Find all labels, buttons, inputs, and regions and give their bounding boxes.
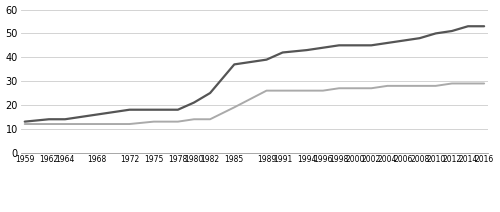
Total of parties bbox=[207, 92, 213, 94]
Total of Consultative parties bbox=[416, 85, 422, 87]
Total of parties bbox=[433, 32, 439, 35]
Total of parties bbox=[384, 42, 390, 44]
Total of Consultative parties bbox=[304, 89, 310, 92]
Total of parties bbox=[126, 109, 132, 111]
Total of Consultative parties bbox=[433, 85, 439, 87]
Total of Consultative parties bbox=[352, 87, 358, 89]
Total of parties bbox=[336, 44, 342, 47]
Total of parties bbox=[46, 118, 52, 121]
Total of parties bbox=[232, 63, 237, 66]
Total of Consultative parties bbox=[384, 85, 390, 87]
Total of Consultative parties bbox=[320, 89, 326, 92]
Total of Consultative parties bbox=[368, 87, 374, 89]
Total of Consultative parties bbox=[449, 82, 455, 85]
Total of parties bbox=[368, 44, 374, 47]
Total of Consultative parties bbox=[264, 89, 270, 92]
Total of parties bbox=[320, 46, 326, 49]
Total of parties bbox=[304, 49, 310, 51]
Total of Consultative parties bbox=[465, 82, 471, 85]
Total of Consultative parties bbox=[150, 120, 156, 123]
Total of parties bbox=[465, 25, 471, 28]
Line: Total of parties: Total of parties bbox=[24, 26, 484, 122]
Total of Consultative parties bbox=[400, 85, 406, 87]
Total of parties bbox=[280, 51, 285, 54]
Total of Consultative parties bbox=[62, 123, 68, 125]
Total of Consultative parties bbox=[191, 118, 197, 121]
Total of parties bbox=[62, 118, 68, 121]
Total of Consultative parties bbox=[175, 120, 181, 123]
Total of parties bbox=[481, 25, 487, 28]
Total of Consultative parties bbox=[336, 87, 342, 89]
Total of Consultative parties bbox=[94, 123, 100, 125]
Total of Consultative parties bbox=[232, 106, 237, 109]
Total of Consultative parties bbox=[46, 123, 52, 125]
Total of parties bbox=[22, 120, 28, 123]
Total of parties bbox=[416, 37, 422, 39]
Total of parties bbox=[264, 58, 270, 61]
Line: Total of Consultative parties: Total of Consultative parties bbox=[24, 84, 484, 124]
Total of Consultative parties bbox=[22, 123, 28, 125]
Total of Consultative parties bbox=[126, 123, 132, 125]
Total of parties bbox=[191, 101, 197, 104]
Total of parties bbox=[449, 30, 455, 32]
Total of parties bbox=[94, 113, 100, 116]
Total of parties bbox=[175, 109, 181, 111]
Total of Consultative parties bbox=[207, 118, 213, 121]
Total of parties bbox=[150, 109, 156, 111]
Total of Consultative parties bbox=[481, 82, 487, 85]
Total of Consultative parties bbox=[280, 89, 285, 92]
Total of parties bbox=[400, 39, 406, 42]
Total of parties bbox=[352, 44, 358, 47]
